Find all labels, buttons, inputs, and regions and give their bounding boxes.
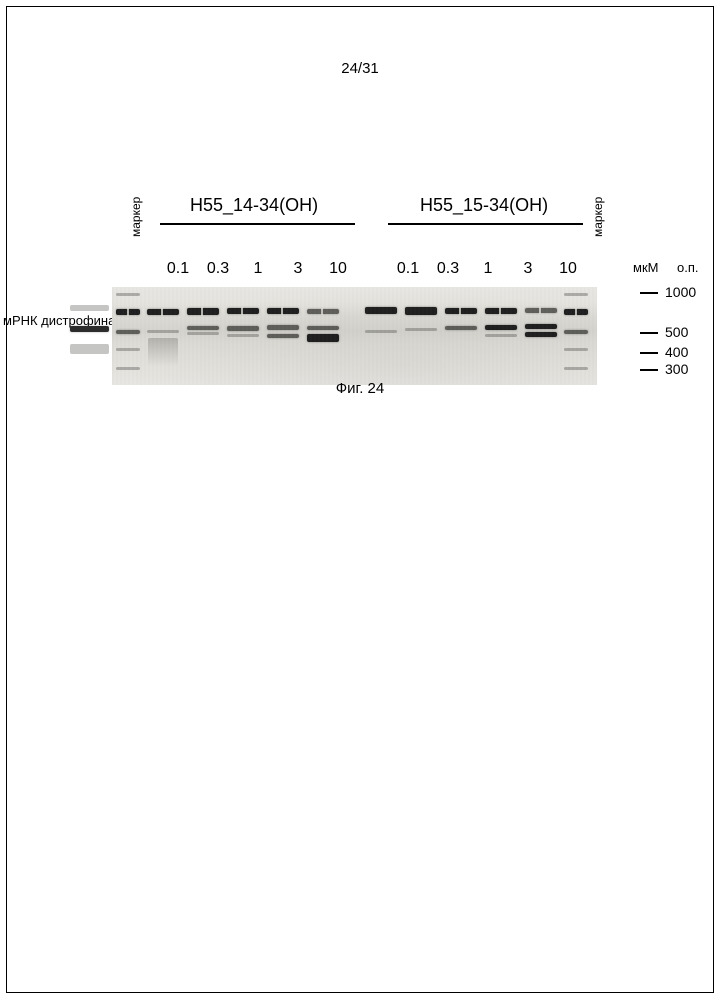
gel-band [405, 328, 437, 331]
gel-band [365, 330, 397, 333]
gel-band [485, 308, 517, 314]
gel-band [307, 326, 339, 330]
ladder-tick [640, 369, 658, 371]
sample-lane [224, 287, 262, 385]
gel-band [525, 324, 557, 329]
gel-band [116, 309, 140, 315]
gel-band [307, 334, 339, 342]
conc-row-2: 0.1 0.3 1 3 10 [388, 260, 588, 278]
left-control-lane [67, 287, 112, 385]
conc-label: 0.1 [158, 260, 198, 278]
sample-2-rule [388, 223, 583, 225]
conc-row-1: 0.1 0.3 1 3 10 [158, 260, 358, 278]
marker-label-right: маркер [591, 197, 605, 237]
gel-band [267, 308, 299, 314]
conc-label: 1 [238, 260, 278, 278]
gel-band [485, 325, 517, 330]
gel-band [267, 325, 299, 330]
marker-label-left: маркер [129, 197, 143, 237]
unit-basepairs: о.п. [677, 260, 699, 275]
gel-band [525, 332, 557, 337]
figure-caption: Фиг. 24 [336, 380, 384, 397]
conc-label: 3 [508, 260, 548, 278]
gel-band [564, 330, 588, 334]
gel-band [267, 334, 299, 338]
conc-label: 1 [468, 260, 508, 278]
sample-lane [184, 287, 222, 385]
sample-lane [304, 287, 342, 385]
ladder-label: 300 [665, 361, 688, 377]
page-border [6, 6, 714, 993]
gel-band [365, 307, 397, 314]
gel-band [445, 308, 477, 314]
sample-lane [362, 287, 400, 385]
ladder-tick [640, 292, 658, 294]
conc-label: 0.1 [388, 260, 428, 278]
sample-lane [442, 287, 480, 385]
gel-band [187, 308, 219, 315]
marker-lane [562, 287, 590, 385]
gel-band [116, 348, 140, 351]
sample-1-header: H55_14-34(OH) [190, 195, 318, 216]
sample-lane [264, 287, 302, 385]
gel-band [147, 309, 179, 315]
gel-band [227, 326, 259, 331]
conc-label: 0.3 [428, 260, 468, 278]
ladder-label: 400 [665, 344, 688, 360]
sample-lane [402, 287, 440, 385]
gel-band [187, 326, 219, 330]
sample-lane [522, 287, 560, 385]
conc-label: 0.3 [198, 260, 238, 278]
conc-label: 10 [548, 260, 588, 278]
gel-smear [148, 338, 178, 366]
sample-1-rule [160, 223, 355, 225]
gel-band [564, 309, 588, 315]
gel-band [307, 309, 339, 314]
gel-band [187, 332, 219, 335]
gel-band [405, 307, 437, 315]
gel-band [116, 367, 140, 370]
gel-band [445, 326, 477, 330]
gel-band [564, 367, 588, 370]
unit-concentration: мкМ [633, 260, 658, 275]
gel-band [147, 330, 179, 333]
ladder-label: 500 [665, 324, 688, 340]
gel-band [227, 334, 259, 337]
sample-lane [144, 287, 182, 385]
gel-band [227, 308, 259, 314]
conc-label: 10 [318, 260, 358, 278]
gel-band [485, 334, 517, 337]
gel-image [112, 287, 597, 385]
gel-band [116, 293, 140, 296]
marker-lane [114, 287, 142, 385]
gel-band [525, 308, 557, 313]
gel-band [116, 330, 140, 334]
ladder-label: 1000 [665, 284, 696, 300]
sample-lane [482, 287, 520, 385]
ladder-tick [640, 352, 658, 354]
gel-band [564, 348, 588, 351]
conc-label: 3 [278, 260, 318, 278]
page-number: 24/31 [341, 60, 379, 77]
ladder-tick [640, 332, 658, 334]
sample-2-header: H55_15-34(OH) [420, 195, 548, 216]
gel-band [564, 293, 588, 296]
